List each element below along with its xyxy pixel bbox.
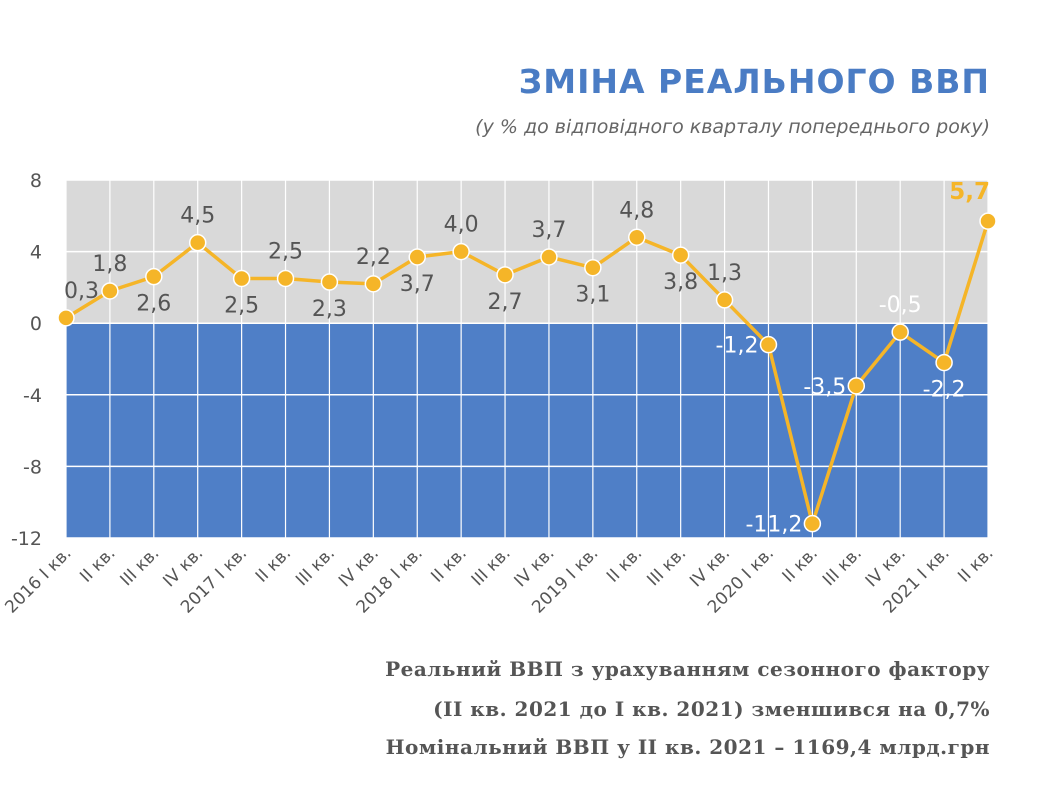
data-label: 2,6 [136, 292, 171, 317]
data-label: 3,7 [531, 218, 566, 243]
note-nominal-gdp: Номінальний ВВП у II кв. 2021 – 1169,4 м… [385, 735, 990, 759]
data-label: 2,3 [312, 297, 347, 322]
x-tick-label: III кв. [643, 543, 690, 590]
x-tick-label: II кв. [76, 543, 119, 586]
data-point [891, 323, 909, 341]
y-axis: 8 4 0 -4 -8 -12 [11, 170, 42, 550]
data-label: 5,7 [949, 179, 990, 205]
y-tick-label: 8 [30, 170, 42, 192]
data-point [759, 335, 778, 354]
x-tick-label: 2016 I кв. [1, 543, 75, 617]
data-point [715, 291, 734, 309]
data-label: 4,0 [444, 213, 479, 238]
chart-subtitle: (у % до відповідного кварталу попередньо… [475, 116, 990, 138]
data-label: -2,2 [923, 378, 966, 403]
data-point [584, 258, 602, 277]
data-point [408, 248, 426, 266]
data-labels: 0,31,8 2,6 4,5 2,5 2,5 2,3 2,2 3,7 4,0 2,7 3,7 3,1 4… [64, 179, 990, 538]
data-label: 3,1 [575, 283, 610, 308]
data-point [276, 269, 295, 288]
data-point [935, 353, 953, 372]
data-point [628, 228, 646, 247]
data-point [540, 248, 558, 266]
y-tick-label: 4 [30, 242, 42, 264]
data-point [188, 233, 207, 252]
gdp-line-chart: 8 4 0 -4 -8 -12 2016 I кв. II кв.III кв.IV кв.… [1, 170, 997, 617]
data-point [232, 269, 251, 288]
data-point [364, 275, 383, 293]
data-label: 2,2 [356, 245, 391, 270]
data-label: 3,8 [663, 270, 698, 295]
data-label: 4,5 [180, 204, 215, 229]
x-tick-label: III кв. [117, 543, 164, 590]
data-point [847, 377, 866, 395]
x-tick-label: III кв. [468, 543, 515, 590]
data-point [671, 246, 690, 264]
data-point [979, 212, 997, 230]
x-tick-label: II кв. [603, 543, 646, 586]
grid-lines [65, 179, 989, 539]
data-label: 4,8 [619, 198, 654, 223]
negative-band [66, 323, 988, 538]
chart-title: ЗМІНА РЕАЛЬНОГО ВВП [518, 62, 990, 101]
data-point [452, 242, 470, 261]
data-label: 2,7 [488, 290, 523, 315]
series-line [65, 220, 990, 526]
data-point [803, 514, 822, 533]
x-tick-label: III кв. [819, 543, 866, 590]
x-tick-label: II кв. [252, 543, 295, 586]
data-label: -0,5 [879, 293, 922, 318]
data-label: 2,5 [224, 293, 259, 318]
data-label: 1,3 [707, 261, 742, 286]
x-axis: 2016 I кв. II кв.III кв.IV кв.2017 I кв. I… [1, 543, 997, 617]
data-point [57, 309, 75, 327]
data-point [320, 273, 339, 291]
data-point [496, 266, 514, 284]
data-label: 3,7 [400, 272, 435, 297]
note-quarter-change: (II кв. 2021 до I кв. 2021) зменшився на… [433, 697, 990, 721]
x-tick-label: II кв. [954, 543, 997, 586]
data-label: -1,2 [716, 334, 759, 359]
note-seasonal: Реальний ВВП з урахуванням сезонного фак… [385, 657, 990, 681]
data-label: -11,2 [745, 513, 802, 538]
series-polyline [65, 220, 990, 526]
y-tick-label: -8 [23, 456, 42, 478]
x-tick-label: II кв. [779, 543, 822, 586]
x-tick-label: III кв. [292, 543, 339, 590]
y-tick-label: -12 [11, 528, 42, 550]
data-label: -3,5 [803, 375, 846, 400]
data-point [145, 267, 163, 286]
data-label: 1,8 [92, 252, 127, 277]
y-tick-label: -4 [23, 385, 42, 407]
data-label: 2,5 [268, 239, 303, 264]
data-point [101, 282, 119, 300]
background-bands [66, 180, 988, 538]
data-points [57, 212, 997, 533]
y-tick-label: 0 [30, 313, 42, 335]
x-tick-label: II кв. [427, 543, 470, 586]
data-label: 0,3 [64, 279, 99, 304]
